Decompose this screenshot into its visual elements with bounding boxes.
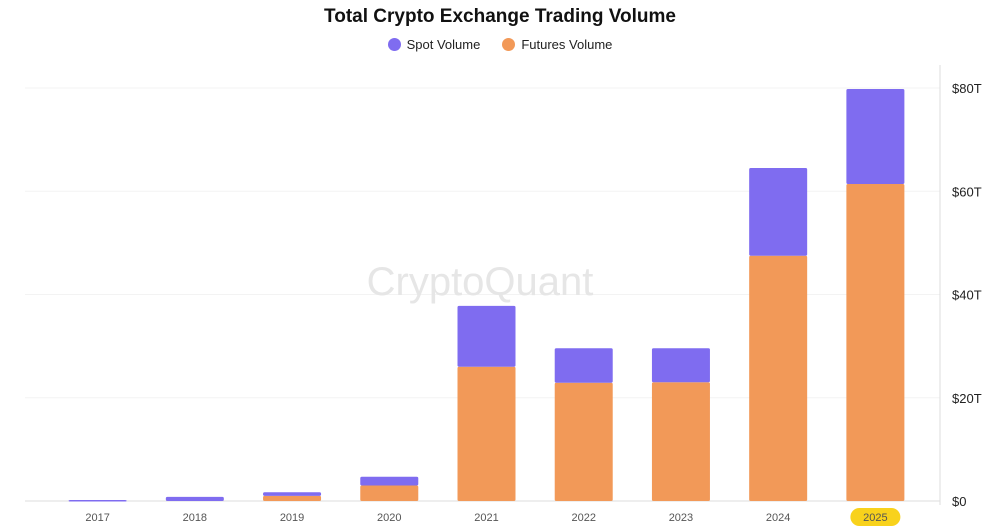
legend-label: Futures Volume [521, 37, 613, 52]
bar-spot-2023 [651, 348, 710, 383]
bar-futures-2020 [360, 485, 419, 501]
y-tick-label: $20T [952, 391, 982, 406]
bar-futures-2019 [263, 495, 322, 501]
bar-spot-2018 [165, 496, 224, 501]
x-tick-label: 2023 [669, 512, 693, 524]
legend-item-futures[interactable]: Futures Volume [502, 37, 612, 52]
bar-spot-2024 [749, 168, 808, 256]
watermark: CryptoQuant [367, 260, 594, 304]
legend-swatch [387, 38, 401, 51]
bar-spot-2022 [554, 348, 613, 383]
bar-futures-2025 [846, 184, 905, 501]
x-tick-label: 2022 [571, 512, 595, 524]
legend-item-spot[interactable]: Spot Volume [387, 37, 481, 52]
x-tick-label: 2025 [863, 512, 887, 524]
y-tick-label: $40T [952, 288, 982, 303]
x-tick-label: 2021 [474, 512, 498, 524]
bar-spot-2021 [457, 305, 516, 367]
y-tick-label: $80T [952, 81, 982, 96]
bar-spot-2019 [263, 492, 322, 496]
legend: Spot Volume Futures Volume [0, 37, 1000, 52]
bar-futures-2022 [554, 382, 613, 501]
bar-spot-2017 [68, 499, 127, 502]
legend-swatch [502, 38, 516, 51]
bar-futures-2023 [651, 382, 710, 501]
x-tick-label: 2024 [766, 512, 790, 524]
bar-spot-2025 [846, 89, 905, 185]
x-tick-label: 2019 [280, 512, 304, 524]
highlight-badge [850, 508, 901, 526]
x-tick-label: 2017 [85, 512, 109, 524]
chart-title: Total Crypto Exchange Trading Volume [324, 6, 676, 27]
x-tick-label: 2020 [377, 512, 401, 524]
bar-futures-2024 [749, 255, 808, 501]
bar-futures-2021 [457, 366, 516, 501]
bar-spot-2020 [360, 476, 419, 486]
x-tick-label: 2018 [183, 512, 207, 524]
y-tick-label: $60T [952, 184, 982, 199]
y-tick-label: $0 [952, 494, 966, 509]
legend-label: Spot Volume [406, 37, 481, 52]
